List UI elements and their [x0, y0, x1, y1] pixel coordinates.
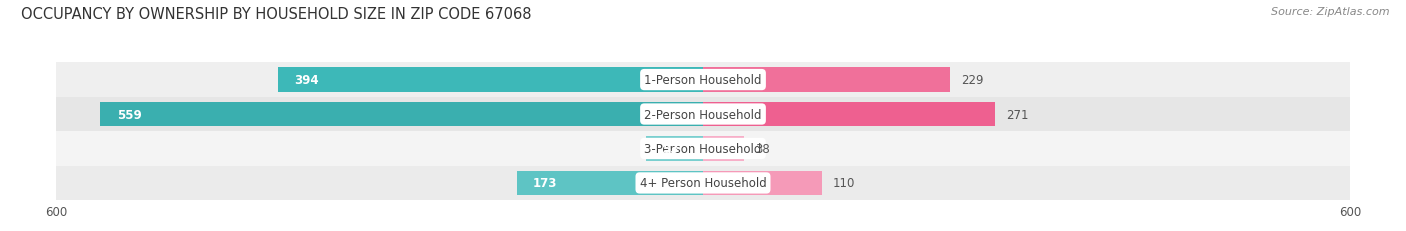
Bar	[703, 68, 950, 93]
Text: 173: 173	[533, 177, 557, 190]
Bar	[56, 63, 1350, 97]
Text: 4+ Person Household: 4+ Person Household	[640, 177, 766, 190]
Text: 229: 229	[960, 74, 983, 87]
Bar	[703, 137, 744, 161]
Text: 1-Person Household: 1-Person Household	[644, 74, 762, 87]
Legend: Owner-occupied, Renter-occupied: Owner-occupied, Renter-occupied	[581, 225, 825, 231]
Text: 3-Person Household: 3-Person Household	[644, 142, 762, 155]
Text: 38: 38	[755, 142, 769, 155]
Bar	[100, 102, 703, 127]
Bar	[56, 166, 1350, 200]
Bar	[56, 97, 1350, 132]
Bar	[278, 68, 703, 93]
Bar	[703, 102, 995, 127]
Bar	[516, 171, 703, 195]
Text: 394: 394	[294, 74, 319, 87]
Text: 2-Person Household: 2-Person Household	[644, 108, 762, 121]
Bar	[703, 171, 821, 195]
Text: 271: 271	[1005, 108, 1028, 121]
Text: 110: 110	[832, 177, 855, 190]
Text: 53: 53	[662, 142, 679, 155]
Bar	[645, 137, 703, 161]
Text: Source: ZipAtlas.com: Source: ZipAtlas.com	[1271, 7, 1389, 17]
Bar	[56, 132, 1350, 166]
Text: OCCUPANCY BY OWNERSHIP BY HOUSEHOLD SIZE IN ZIP CODE 67068: OCCUPANCY BY OWNERSHIP BY HOUSEHOLD SIZE…	[21, 7, 531, 22]
Text: 559: 559	[117, 108, 142, 121]
